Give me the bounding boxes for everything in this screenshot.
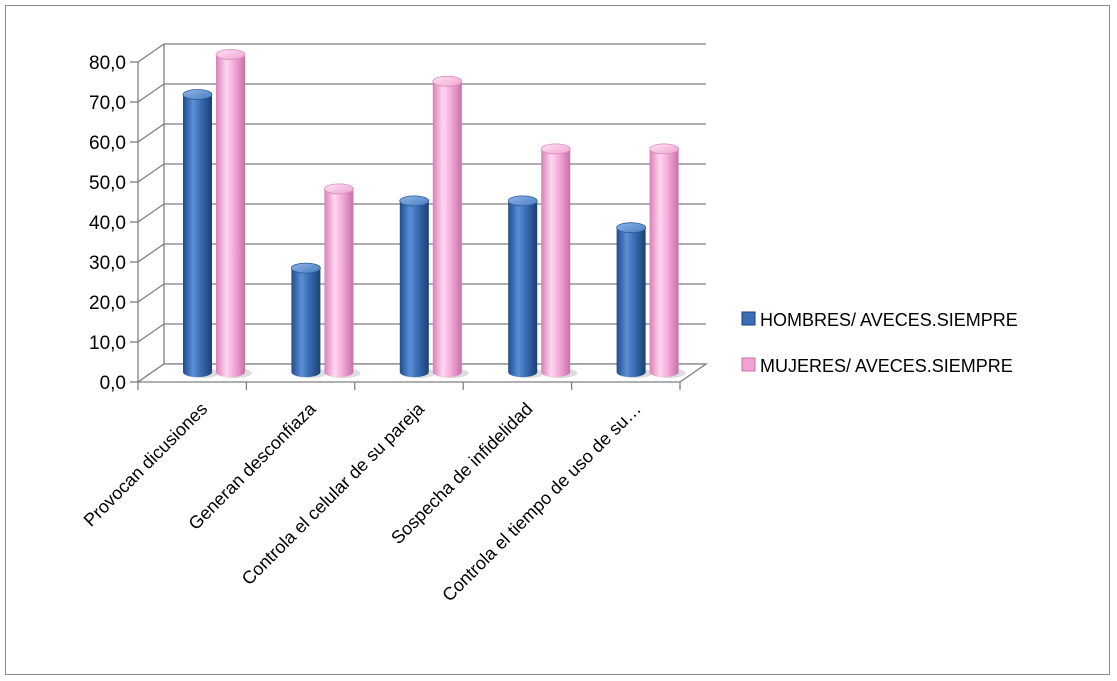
y-tick-label: 20,0 [89, 293, 126, 314]
legend: HOMBRES/ AVECES.SIEMPRE MUJERES/ AVECES.S… [741, 310, 1018, 376]
side-gridline [137, 83, 165, 103]
side-gridline [137, 283, 165, 303]
legend-swatch [741, 311, 756, 326]
category-label: Controla el celular de su pareja [238, 398, 429, 589]
legend-label: MUJERES/ AVECES.SIEMPRE [760, 356, 1013, 376]
y-tick-label: 0,0 [100, 373, 126, 394]
y-tick-label: 50,0 [89, 173, 126, 194]
y-tick-label: 30,0 [89, 253, 126, 274]
bar [399, 195, 436, 379]
legend-swatch [741, 357, 756, 372]
side-gridline [137, 163, 165, 183]
category-label: Provocan dicusiones [80, 399, 212, 531]
y-tick-label: 60,0 [89, 133, 126, 154]
side-gridline [137, 323, 165, 343]
legend-label: HOMBRES/ AVECES.SIEMPRE [760, 310, 1018, 330]
bar [182, 89, 219, 379]
y-tick-label: 40,0 [89, 213, 126, 234]
bar [215, 49, 252, 379]
side-gridline [137, 243, 165, 263]
side-gridline [137, 203, 165, 223]
bar [616, 222, 653, 379]
bar [507, 195, 545, 379]
side-gridline [137, 123, 165, 143]
bar [323, 183, 361, 379]
bar [290, 262, 328, 379]
y-tick-label: 80,0 [89, 53, 126, 74]
bar [540, 143, 578, 379]
bar [649, 143, 686, 379]
side-gridline [137, 43, 165, 63]
bars [182, 49, 686, 379]
category-label: Controla el tiempo de uso de su… [438, 399, 645, 606]
y-tick-label: 10,0 [89, 333, 126, 354]
bar [432, 75, 469, 379]
y-tick-label: 70,0 [89, 93, 126, 114]
